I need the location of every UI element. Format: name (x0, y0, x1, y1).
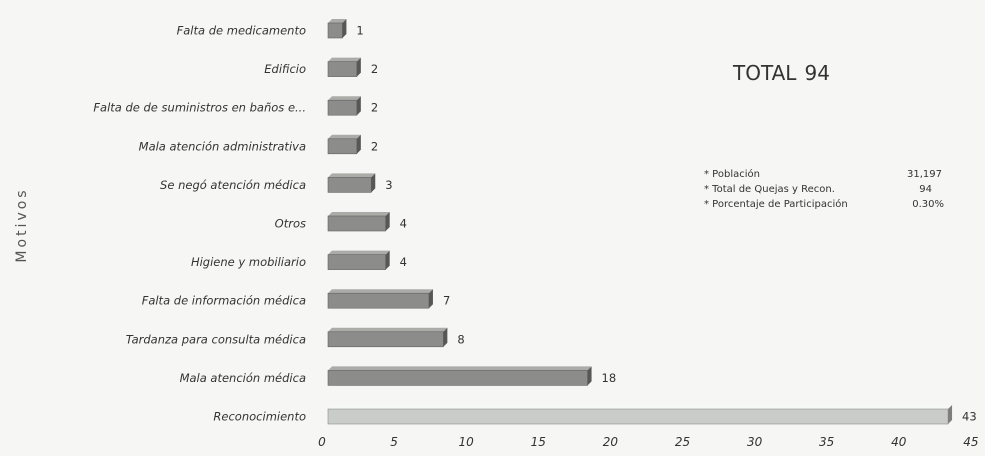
category-label: Falta de información médica (142, 294, 306, 308)
info-box: * Población 31,197 * Total de Quejas y R… (704, 168, 944, 210)
bar (327, 405, 953, 425)
bar-top-face (328, 250, 390, 255)
bar-top-face (328, 289, 433, 294)
bar-side-face (428, 289, 433, 309)
total-label: TOTAL (732, 61, 797, 85)
bar-top-face (328, 134, 361, 139)
bar-top-face (328, 96, 361, 101)
category-label: Reconocimiento (213, 410, 306, 424)
x-tick-label: 40 (891, 435, 907, 449)
y-axis-title: Motivos (14, 187, 30, 262)
x-tick-label: 35 (819, 435, 834, 449)
bar (327, 212, 390, 232)
bar-side-face (356, 96, 361, 116)
category-label: Mala atención administrativa (139, 139, 306, 153)
x-tick-label: 0 (318, 435, 326, 449)
bar (327, 250, 390, 270)
x-tick-label: 25 (675, 435, 690, 449)
bar-front-face (327, 215, 386, 232)
data-label: 4 (400, 255, 407, 269)
category-label: Tardanza para consulta médica (126, 332, 306, 346)
category-label: Mala atención médica (180, 371, 306, 385)
bar-side-face (587, 366, 592, 386)
data-label: 7 (443, 294, 450, 308)
bar-front-face (327, 408, 949, 425)
bar-top-face (328, 57, 361, 62)
bar-top-face (328, 405, 953, 409)
bar (327, 366, 592, 386)
category-label: Edificio (264, 62, 306, 76)
bar (327, 19, 347, 39)
x-axis-ticks: 0 5 10 15 20 25 30 35 40 45 (318, 435, 978, 449)
bar-side-face (371, 173, 376, 193)
bar-top-face (328, 327, 448, 332)
bar-side-face (356, 134, 361, 154)
bar-side-face (443, 327, 448, 347)
bar-front-face (327, 254, 386, 270)
category-label: Otros (275, 217, 306, 231)
category-label: Higiene y mobiliario (191, 255, 306, 269)
total-value: 94 (805, 61, 830, 85)
bar-front-face (327, 331, 444, 348)
x-tick-label: 20 (603, 435, 619, 449)
bar-top-face (328, 173, 376, 178)
x-tick-label: 45 (963, 435, 978, 449)
bar-top-face (328, 19, 347, 23)
bar (327, 57, 361, 77)
data-label: 2 (371, 139, 378, 153)
x-tick-label: 10 (459, 435, 475, 449)
bar-side-face (948, 405, 953, 424)
bar (327, 289, 433, 309)
bar-front-face (327, 370, 588, 386)
category-label: Se negó atención médica (160, 178, 306, 192)
bar (327, 327, 448, 348)
data-label: 43 (962, 410, 977, 424)
data-label: 1 (356, 24, 363, 38)
x-tick-label: 15 (531, 435, 546, 449)
info-total-value: 94 (919, 184, 932, 195)
bars-layer (327, 19, 953, 425)
total-annotation: TOTAL 94 (732, 61, 830, 85)
bar-top-face (328, 366, 592, 371)
bar-side-face (385, 250, 390, 270)
info-porcentaje-value: 0.30% (912, 199, 944, 210)
bar (327, 134, 361, 155)
info-total-label: * Total de Quejas y Recon. (704, 184, 835, 195)
category-labels: Falta de medicamento Edificio Falta de de … (93, 24, 306, 424)
data-label: 2 (371, 101, 378, 115)
category-label: Falta de medicamento (177, 24, 306, 38)
x-tick-label: 30 (747, 435, 763, 449)
data-label: 2 (371, 62, 378, 76)
info-poblacion-value: 31,197 (907, 169, 942, 180)
data-label: 8 (457, 332, 464, 346)
bar-side-face (356, 57, 361, 77)
bar-front-face (327, 292, 430, 309)
data-label: 3 (385, 178, 392, 192)
value-labels: 1 2 2 2 3 4 4 7 8 18 43 (356, 24, 976, 424)
bar-front-face (327, 61, 358, 77)
info-porcentaje-label: * Porcentaje de Participación (704, 198, 848, 210)
bar (327, 173, 376, 193)
bar (327, 96, 361, 116)
bar-side-face (385, 212, 390, 231)
data-label: 18 (602, 371, 617, 385)
data-label: 4 (400, 217, 407, 231)
bar-top-face (328, 212, 390, 216)
x-tick-label: 5 (390, 435, 398, 449)
bar-front-face (327, 22, 343, 39)
info-poblacion-label: * Población (704, 168, 760, 180)
bar-side-face (342, 19, 347, 38)
bar-front-face (327, 138, 358, 155)
bar-front-face (327, 99, 358, 116)
bar-front-face (327, 177, 372, 193)
category-label: Falta de de suministros en baños e... (93, 101, 306, 115)
